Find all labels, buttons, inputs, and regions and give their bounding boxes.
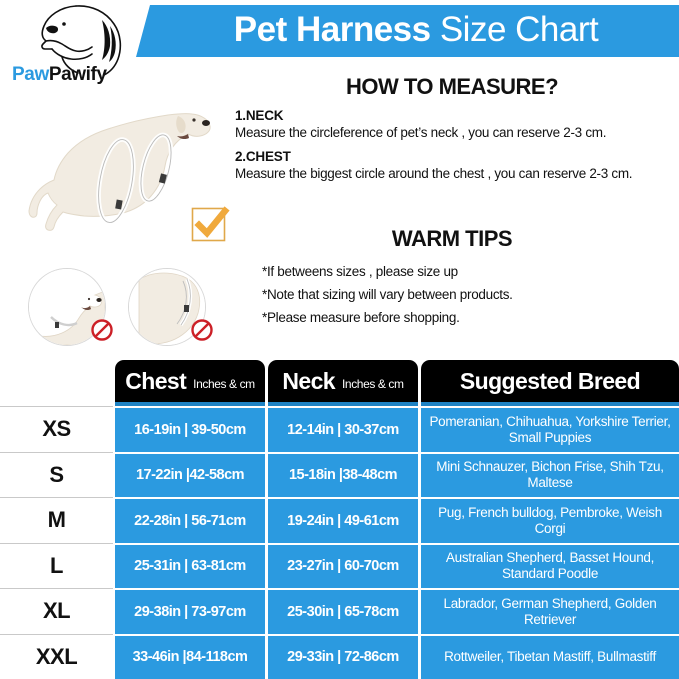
cell-neck: 29-33in | 72-86cm (268, 633, 418, 679)
incorrect-example-photo-2 (128, 268, 206, 346)
cell-size: M (0, 497, 113, 543)
cell-size: XL (0, 588, 113, 634)
cell-size: S (0, 451, 113, 497)
logo-wordmark: PawPawify (12, 64, 134, 86)
table-row: XXL 33-46in |84-118cm 29-33in | 72-86cm … (0, 633, 679, 679)
cell-chest: 33-46in |84-118cm (115, 633, 265, 679)
brand-logo: PawPawify (8, 2, 134, 90)
table-row: M 22-28in | 56-71cm 19-24in | 49-61cm Pu… (0, 497, 679, 543)
measure-instructions: 1.NECK Measure the circleference of pet’… (235, 108, 675, 190)
table-header-row: Chest Inches & cm Neck Inches & cm Sugge… (0, 358, 679, 402)
dog-head-icon (41, 5, 122, 76)
tip-item: *If betweens sizes , please size up (262, 264, 458, 279)
warm-tips-heading: WARM TIPS (391, 226, 513, 251)
prohibition-icon (191, 319, 213, 341)
tip-item: *Note that sizing will vary between prod… (262, 287, 513, 302)
title-light-part: Size Chart (430, 10, 599, 49)
cell-chest: 16-19in | 39-50cm (115, 406, 265, 452)
measure-text-neck: Measure the circleference of pet’s neck … (235, 125, 607, 140)
column-header-breed: Suggested Breed (421, 360, 679, 402)
cell-size: XS (0, 406, 113, 452)
orange-checkmark-icon (191, 206, 230, 242)
cell-breed: Pug, French bulldog, Pembroke, Weish Cor… (421, 497, 679, 543)
column-header-neck: Neck Inches & cm (268, 360, 418, 402)
header-underline-breed (421, 402, 679, 406)
cell-breed: Mini Schnauzer, Bichon Frise, Shih Tzu, … (421, 451, 679, 497)
title-bold-part: Pet Harness (233, 10, 431, 49)
column-divider (418, 406, 421, 679)
header-underline-neck (268, 402, 418, 406)
cell-neck: 12-14in | 30-37cm (268, 406, 418, 452)
table-row: L 25-31in | 63-81cm 23-27in | 60-70cm Au… (0, 542, 679, 588)
table-row: XL 29-38in | 73-97cm 25-30in | 65-78cm L… (0, 588, 679, 634)
cell-size: L (0, 542, 113, 588)
cell-chest: 22-28in | 56-71cm (115, 497, 265, 543)
page-header: Pet Harness Size Chart (0, 0, 679, 62)
column-header-breed-label: Suggested Breed (459, 367, 641, 394)
cell-breed: Rottweiler, Tibetan Mastiff, Bullmastiff (421, 633, 679, 679)
how-to-measure-heading: HOW TO MEASURE? (345, 74, 559, 99)
cell-neck: 25-30in | 65-78cm (268, 588, 418, 634)
cell-chest: 29-38in | 73-97cm (115, 588, 265, 634)
header-underline-chest (115, 402, 265, 406)
cell-chest: 25-31in | 63-81cm (115, 542, 265, 588)
cell-neck: 23-27in | 60-70cm (268, 542, 418, 588)
cell-neck: 15-18in |38-48cm (268, 451, 418, 497)
measure-label-chest: 2.CHEST (235, 149, 291, 164)
cell-breed: Australian Shepherd, Basset Hound, Stand… (421, 542, 679, 588)
measure-text-chest: Measure the biggest circle around the ch… (235, 166, 633, 181)
table-body: XS 16-19in | 39-50cm 12-14in | 30-37cm P… (0, 406, 679, 679)
column-header-chest-units: Inches & cm (193, 377, 255, 391)
column-header-neck-label: Neck (282, 367, 335, 394)
cell-breed: Labrador, German Shepherd, Golden Retrie… (421, 588, 679, 634)
measure-label-neck: 1.NECK (235, 108, 284, 123)
dog-with-measuring-tape-photo (10, 96, 225, 236)
cell-breed: Pomeranian, Chihuahua, Yorkshire Terrier… (421, 406, 679, 452)
cell-chest: 17-22in |42-58cm (115, 451, 265, 497)
cell-size: XXL (0, 633, 113, 679)
banner-background (136, 5, 679, 57)
column-header-neck-units: Inches & cm (341, 377, 404, 391)
column-header-chest: Chest Inches & cm (115, 360, 265, 402)
page-title: Pet Harness Size Chart (160, 7, 672, 53)
cell-neck: 19-24in | 49-61cm (268, 497, 418, 543)
tip-item: *Please measure before shopping. (262, 310, 460, 325)
size-chart-table: Chest Inches & cm Neck Inches & cm Sugge… (0, 358, 679, 679)
table-row: S 17-22in |42-58cm 15-18in |38-48cm Mini… (0, 451, 679, 497)
column-divider (265, 406, 268, 679)
logo-word-pawify: Pawify (48, 64, 107, 85)
prohibition-icon (91, 319, 113, 341)
logo-word-paw: Paw (12, 64, 49, 85)
table-row: XS 16-19in | 39-50cm 12-14in | 30-37cm P… (0, 406, 679, 452)
column-header-chest-label: Chest (125, 367, 187, 394)
warm-tips-list: *If betweens sizes , please size up *Not… (262, 264, 679, 333)
